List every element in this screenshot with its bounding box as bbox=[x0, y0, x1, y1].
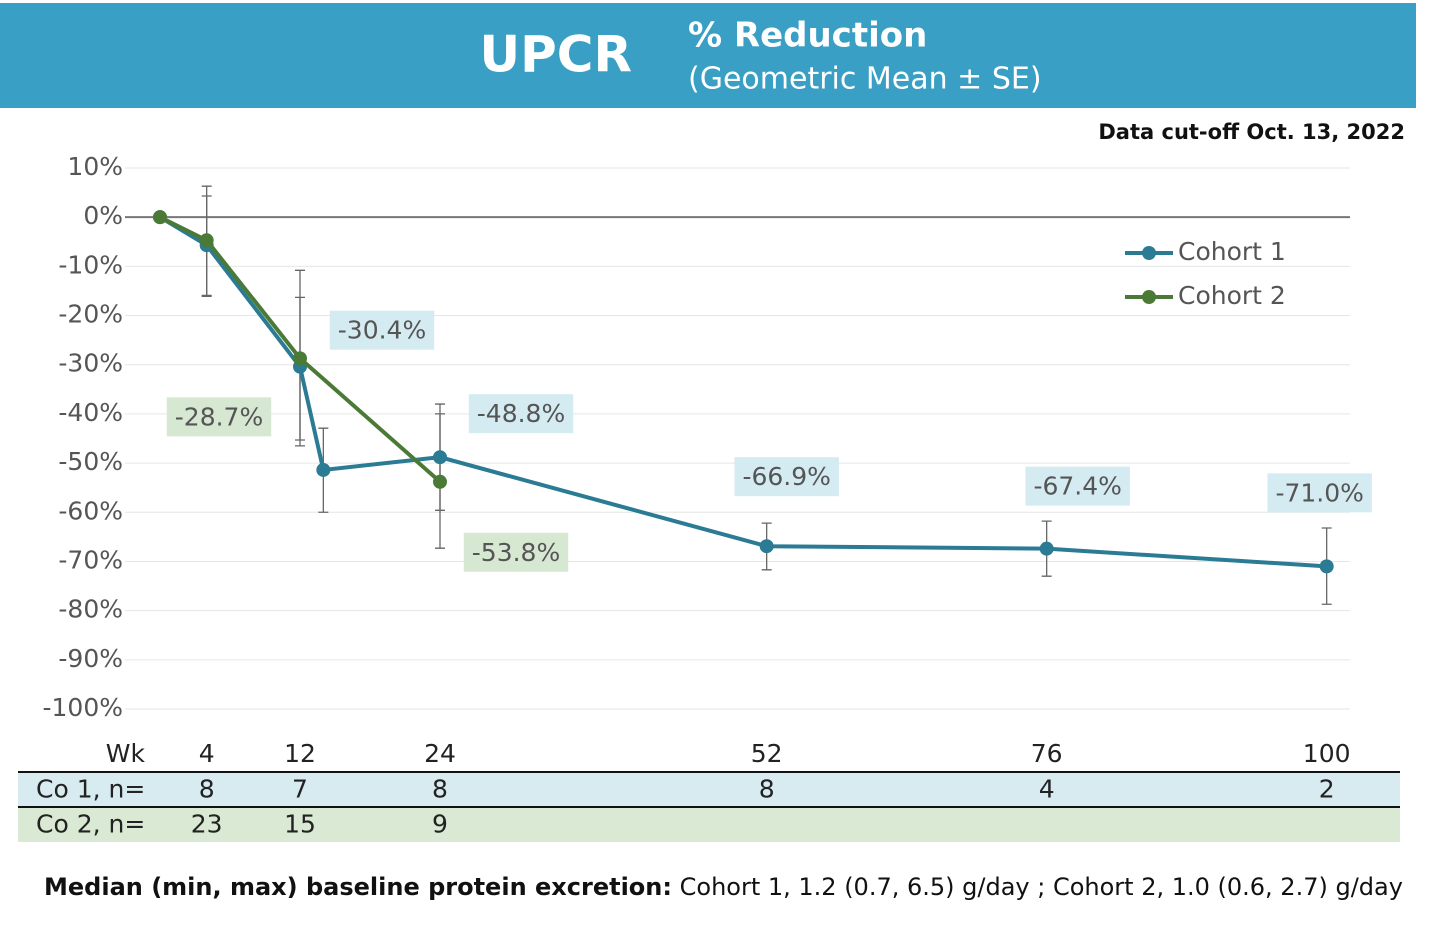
n-row-label: Co 1, n= bbox=[36, 775, 145, 804]
n-value: 15 bbox=[284, 810, 316, 839]
chart-subtitle-detail: (Geometric Mean ± SE) bbox=[688, 62, 1042, 97]
y-tick-label: -70% bbox=[58, 545, 123, 574]
n-row-band bbox=[18, 807, 1400, 842]
x-tick-label: 4 bbox=[199, 739, 215, 768]
value-label-bg bbox=[329, 310, 435, 350]
value-label-bg bbox=[166, 397, 272, 437]
footnote-bold: Median (min, max) baseline protein excre… bbox=[44, 873, 672, 901]
y-tick-label: -60% bbox=[58, 496, 123, 525]
value-label: -30.4% bbox=[338, 316, 426, 345]
legend-marker bbox=[1142, 290, 1156, 304]
y-tick-label: -20% bbox=[58, 300, 123, 329]
n-value: 8 bbox=[759, 775, 775, 804]
series-point bbox=[199, 233, 214, 248]
x-tick-label: 100 bbox=[1303, 739, 1351, 768]
value-label: -67.4% bbox=[1033, 472, 1121, 501]
x-axis-label: Wk bbox=[106, 739, 146, 768]
y-tick-label: -100% bbox=[43, 693, 124, 722]
y-tick-label: -40% bbox=[58, 398, 123, 427]
value-label: -28.7% bbox=[175, 402, 263, 431]
y-tick-label: -80% bbox=[58, 595, 123, 624]
value-label: -66.9% bbox=[742, 462, 830, 491]
value-label-bg bbox=[1267, 473, 1372, 513]
series-point bbox=[153, 210, 167, 225]
y-tick-label: -30% bbox=[58, 349, 123, 378]
y-tick-label: -50% bbox=[58, 447, 123, 476]
legend-marker bbox=[1142, 246, 1156, 260]
series-point bbox=[1319, 559, 1334, 574]
n-value: 8 bbox=[432, 775, 448, 804]
value-label-bg bbox=[1025, 466, 1130, 506]
header-band bbox=[0, 3, 1416, 108]
x-tick-label: 52 bbox=[751, 739, 783, 768]
series-point bbox=[316, 462, 331, 477]
n-value: 7 bbox=[292, 775, 308, 804]
value-label: -53.8% bbox=[472, 538, 560, 567]
series-line bbox=[159, 215, 442, 484]
footnote: Median (min, max) baseline protein excre… bbox=[44, 873, 1403, 901]
y-tick-label: -90% bbox=[58, 644, 123, 673]
value-label: -48.8% bbox=[477, 399, 565, 428]
chart-subtitle: % Reduction bbox=[688, 16, 927, 56]
n-value: 23 bbox=[191, 810, 223, 839]
x-tick-label: 12 bbox=[284, 739, 316, 768]
y-tick-label: 0% bbox=[83, 201, 123, 230]
n-row-band bbox=[18, 772, 1400, 807]
n-value: 2 bbox=[1319, 775, 1335, 804]
y-tick-label: -10% bbox=[58, 250, 123, 279]
series-point bbox=[759, 539, 774, 554]
x-tick-label: 24 bbox=[424, 739, 456, 768]
n-row-label: Co 2, n= bbox=[36, 810, 145, 839]
series-line bbox=[158, 215, 1327, 569]
grid bbox=[125, 167, 1350, 710]
n-value: 4 bbox=[1039, 775, 1055, 804]
series-point bbox=[1039, 541, 1054, 556]
series-point bbox=[433, 474, 447, 489]
value-label: -71.0% bbox=[1275, 478, 1363, 507]
cutoff-note: Data cut-off Oct. 13, 2022 bbox=[1098, 120, 1405, 144]
value-label-bg bbox=[734, 457, 839, 497]
series-point bbox=[433, 450, 447, 465]
y-tick-label: 10% bbox=[67, 152, 123, 181]
value-label-bg bbox=[463, 532, 569, 572]
legend-label: Cohort 1 bbox=[1178, 237, 1286, 266]
legend-label: Cohort 2 bbox=[1178, 281, 1286, 310]
chart-title: UPCR bbox=[480, 26, 632, 84]
n-value: 9 bbox=[432, 810, 448, 839]
footnote-text: Cohort 1, 1.2 (0.7, 6.5) g/day ; Cohort … bbox=[680, 873, 1403, 901]
n-value: 8 bbox=[199, 775, 215, 804]
x-tick-label: 76 bbox=[1031, 739, 1063, 768]
value-label-bg bbox=[468, 394, 574, 434]
series-point bbox=[293, 351, 307, 366]
